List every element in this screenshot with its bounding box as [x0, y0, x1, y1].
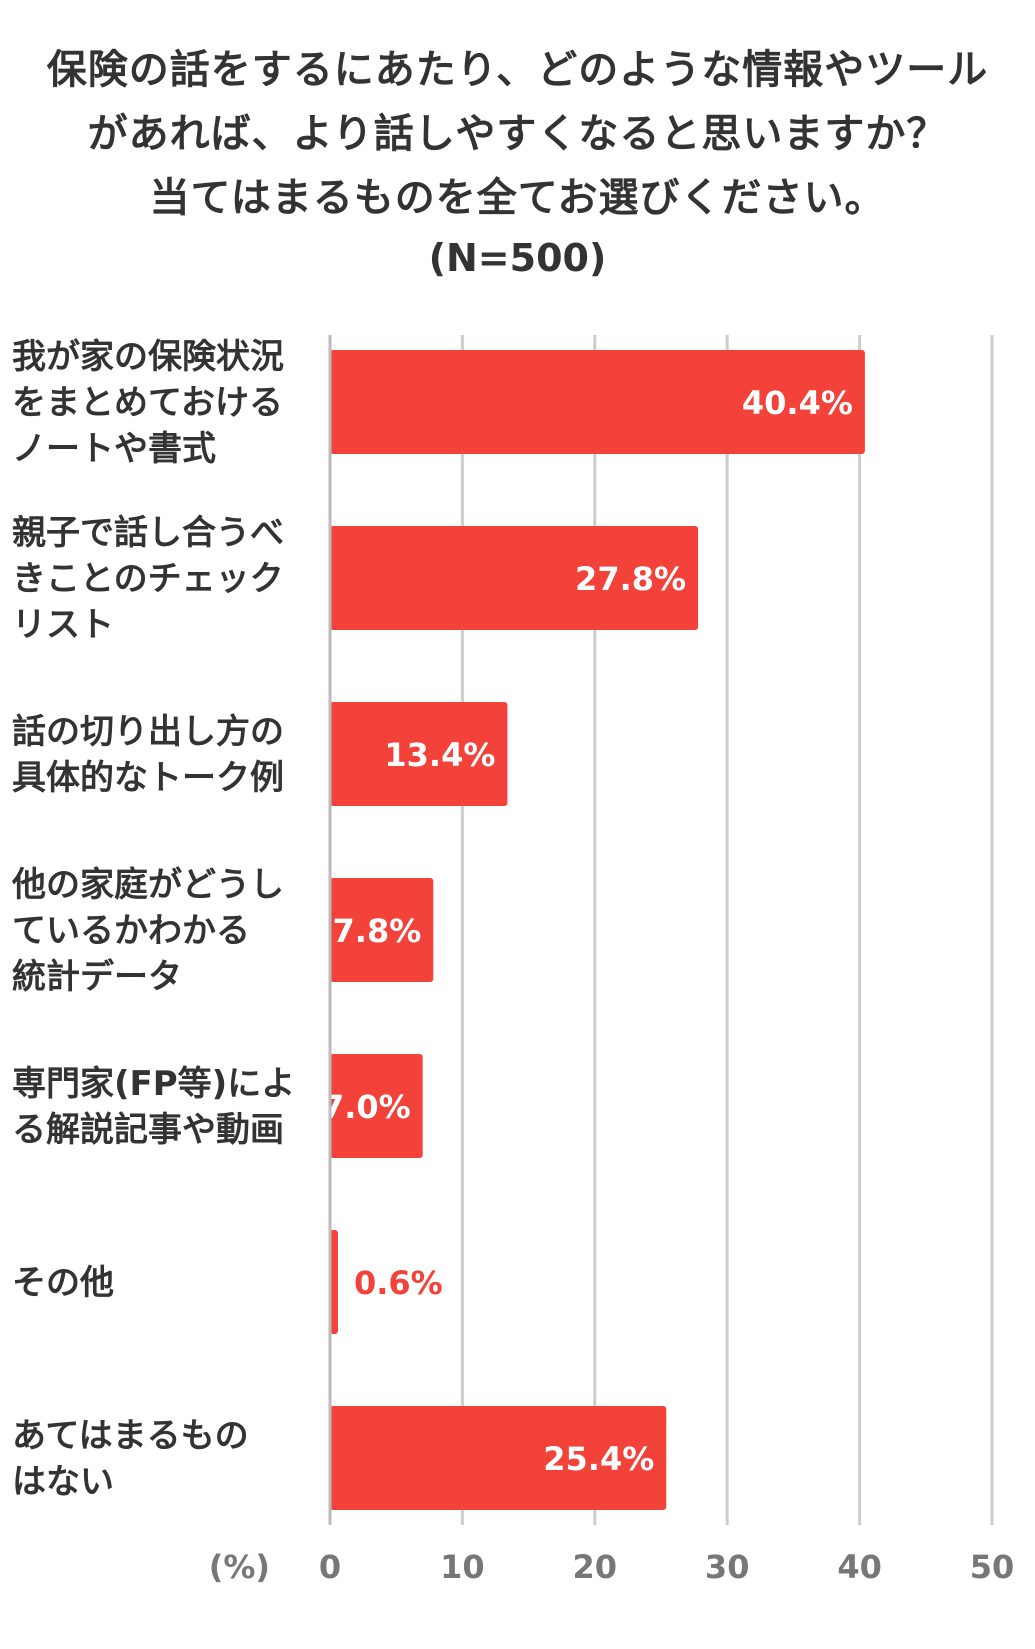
value-label-1: 27.8%: [575, 560, 686, 598]
value-label-0: 40.4%: [742, 384, 853, 422]
category-label-3-line-0: 他の家庭がどうし: [11, 865, 284, 905]
tick-label-10: 10: [440, 1548, 485, 1586]
category-label-0-line-2: ノートや書式: [12, 429, 216, 469]
value-label-2: 13.4%: [384, 736, 495, 774]
chart-title: 保険の話をするにあたり、どのような情報やツール があれば、より話しやすくなると思…: [0, 38, 1035, 230]
bar-0: [330, 350, 865, 454]
value-label-3: 7.8%: [333, 912, 422, 950]
category-label-4-line-1: る解説記事や動画: [12, 1110, 284, 1150]
value-label-4: 7.0%: [322, 1088, 411, 1126]
category-label-3-line-2: 統計データ: [12, 957, 182, 997]
tick-label-30: 30: [705, 1548, 750, 1586]
tick-label-20: 20: [573, 1548, 618, 1586]
tick-label-0: 0: [319, 1548, 341, 1586]
bar-6: [330, 1406, 667, 1510]
category-label-5-line-0: その他: [12, 1263, 114, 1303]
bar-4: [330, 1054, 423, 1158]
bar-5: [330, 1230, 338, 1334]
bar-3: [330, 878, 434, 982]
category-label-6-line-0: あてはまるもの: [12, 1416, 249, 1456]
category-label-6-line-1: はない: [12, 1462, 114, 1502]
category-label-1-line-0: 親子で話し合うべ: [12, 513, 284, 553]
tick-label-40: 40: [837, 1548, 882, 1586]
category-label-2-line-0: 話の切り出し方の: [12, 712, 284, 752]
title-line-3: 当てはまるものを全てお選びください。: [149, 175, 886, 221]
title-line-1: 保険の話をするにあたり、どのような情報やツール: [46, 47, 989, 93]
category-label-3-line-1: ているかわかる: [12, 911, 250, 951]
sample-size: (N=500): [428, 236, 607, 280]
title-line-2: があれば、より話しやすくなると思いますか？: [87, 111, 948, 157]
tick-label-50: 50: [970, 1548, 1015, 1586]
category-label-2-line-1: 具体的なトーク例: [12, 758, 284, 798]
value-label-5: 0.6%: [354, 1264, 443, 1302]
value-label-6: 25.4%: [543, 1440, 654, 1478]
bar-2: [330, 702, 508, 806]
bar-1: [330, 526, 699, 630]
unit-label: (%): [209, 1548, 270, 1586]
category-label-1-line-1: きことのチェック: [12, 559, 284, 599]
category-label-1-line-2: リスト: [12, 605, 114, 645]
category-label-0-line-0: 我が家の保険状況: [12, 337, 284, 377]
category-label-0-line-1: をまとめておける: [12, 383, 283, 423]
category-label-4-line-0: 専門家(FP等)によ: [12, 1064, 295, 1104]
